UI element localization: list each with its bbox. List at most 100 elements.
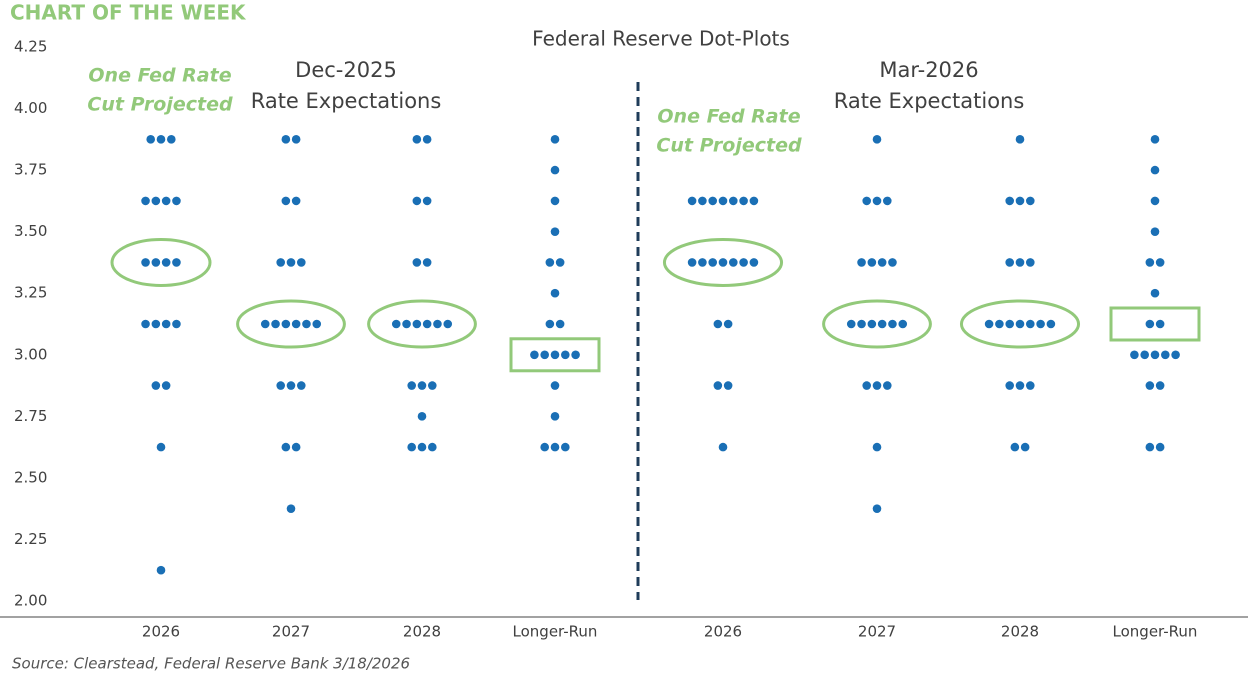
x-tick-label: 2027: [272, 623, 310, 641]
dot: [161, 319, 171, 329]
dot: [550, 165, 560, 175]
header: CHART OF THE WEEK: [10, 1, 247, 25]
dot: [550, 227, 560, 236]
dot: [713, 381, 723, 390]
dot: [141, 258, 150, 267]
x-tick-label: 2026: [704, 623, 742, 641]
dot: [271, 319, 280, 329]
dot: [1015, 196, 1025, 206]
y-tick-label: 4.00: [14, 99, 47, 117]
dot: [260, 319, 270, 329]
dot: [888, 319, 897, 329]
x-tick-label: 2028: [403, 623, 441, 641]
dot: [1005, 258, 1014, 267]
dot: [872, 135, 882, 144]
dot: [156, 565, 166, 575]
dot: [141, 319, 150, 329]
dot: [698, 258, 707, 267]
dot: [857, 319, 866, 329]
dot: [872, 196, 882, 206]
dot: [151, 196, 161, 206]
chart-title: Federal Reserve Dot-Plots: [532, 27, 790, 51]
dot: [872, 504, 882, 513]
dot: [729, 258, 738, 267]
panel-subtitle: Rate Expectations: [834, 89, 1025, 113]
panel-title: Mar-2026: [879, 58, 978, 82]
dot: [407, 442, 417, 452]
dot: [877, 258, 887, 267]
dot: [291, 442, 301, 452]
dot: [1145, 442, 1155, 452]
y-tick-label: 2.50: [14, 468, 47, 486]
dot: [1171, 350, 1180, 360]
dot: [718, 196, 728, 206]
dot: [286, 504, 296, 513]
dot: [687, 196, 697, 206]
dot: [540, 350, 549, 360]
dot: [151, 258, 161, 267]
dot: [862, 196, 871, 206]
dot: [718, 258, 728, 267]
dot: [151, 381, 161, 390]
dot: [291, 319, 301, 329]
dot: [739, 258, 748, 267]
highlight: [509, 337, 601, 373]
dot: [141, 196, 150, 206]
x-tick-label: 2027: [858, 623, 896, 641]
dot: [276, 381, 286, 390]
dot: [729, 196, 738, 206]
dot: [172, 319, 181, 329]
dot: [1015, 135, 1025, 144]
source: Source: Clearstead, Federal Reserve Bank…: [12, 655, 410, 673]
dot: [846, 319, 856, 329]
dot: [172, 258, 181, 267]
dot: [276, 258, 286, 267]
highlight: [236, 299, 346, 349]
dot: [1155, 381, 1165, 390]
dot: [161, 196, 171, 206]
dot: [530, 350, 539, 360]
dot: [723, 319, 733, 329]
dot: [1145, 381, 1155, 390]
dot: [1155, 442, 1165, 452]
dot: [161, 258, 171, 267]
dot: [571, 350, 580, 360]
dot: [428, 442, 437, 452]
dot: [708, 196, 717, 206]
dot: [1005, 196, 1014, 206]
dot: [550, 442, 560, 452]
dot: [1026, 381, 1035, 390]
dot: [1005, 319, 1014, 329]
dot: [281, 442, 291, 452]
dot: [555, 258, 565, 267]
dot: [550, 412, 560, 421]
dot: [443, 319, 453, 329]
dot: [167, 135, 176, 144]
dot: [1046, 319, 1056, 329]
dot: [297, 381, 306, 390]
dot: [417, 412, 427, 421]
dot: [286, 381, 296, 390]
dot: [422, 135, 432, 144]
dot: [545, 258, 555, 267]
dot: [1005, 381, 1014, 390]
dot: [872, 442, 882, 452]
dot: [312, 319, 322, 329]
dot: [713, 319, 723, 329]
dot: [412, 258, 422, 267]
dot: [857, 258, 866, 267]
dot: [698, 196, 707, 206]
dot: [718, 442, 728, 452]
dot: [872, 381, 882, 390]
dot: [1130, 350, 1139, 360]
dot: [156, 442, 166, 452]
dot: [422, 258, 432, 267]
y-tick-label: 2.25: [14, 530, 47, 548]
dot: [1026, 319, 1035, 329]
dot: [867, 319, 877, 329]
dot: [286, 258, 296, 267]
dot: [545, 319, 555, 329]
dot: [151, 319, 161, 329]
panel-subtitle: Rate Expectations: [251, 89, 442, 113]
dot: [1015, 381, 1025, 390]
